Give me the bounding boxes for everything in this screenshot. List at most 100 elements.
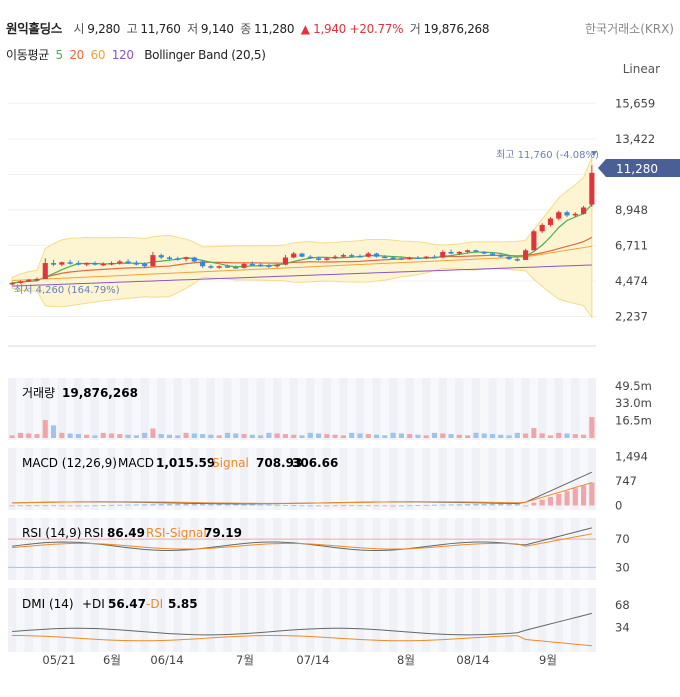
close-value: 11,280 xyxy=(254,22,295,36)
macd-histogram-bar xyxy=(556,493,562,506)
volume-bar xyxy=(473,432,479,438)
x-axis-label: 07/14 xyxy=(296,653,329,667)
panel-stripe xyxy=(90,518,100,580)
volume-bar xyxy=(465,435,471,438)
volume-bar xyxy=(423,435,429,438)
rsi-value: 86.49 xyxy=(107,526,145,540)
panel-stripe xyxy=(422,518,431,580)
volume-bar xyxy=(340,435,346,438)
panel-stripe xyxy=(372,378,381,440)
macd-histogram-bar xyxy=(407,505,413,507)
panel-stripe xyxy=(206,378,216,440)
macd-histogram-bar xyxy=(307,505,313,507)
panel-stripe xyxy=(355,448,365,510)
panel-stripe xyxy=(471,448,481,510)
macd-histogram-bar xyxy=(42,505,48,507)
candle-body xyxy=(440,251,446,258)
ma60-line xyxy=(12,245,592,282)
panel-stripe xyxy=(554,378,563,440)
candle-body xyxy=(465,250,471,252)
macd-histogram-bar xyxy=(315,505,322,507)
ma20-line xyxy=(12,236,593,284)
macd-histogram-bar xyxy=(59,505,65,507)
macd-histogram-bar xyxy=(191,503,197,506)
macd-histogram-bar xyxy=(200,503,206,506)
macd-histogram-bar xyxy=(324,505,330,507)
macd-histogram-bar xyxy=(291,505,297,507)
candle-body xyxy=(398,258,404,260)
macd-label: MACD xyxy=(118,456,154,470)
indicator-legend[interactable]: 이동평균 5 20 60 120 Bollinger Band (20,5) xyxy=(6,46,269,63)
macd-histogram-bar xyxy=(17,505,23,507)
candle-body xyxy=(200,261,206,267)
scale-selector[interactable]: Linear xyxy=(622,62,660,76)
panel-stripe xyxy=(538,518,547,580)
panel-stripe xyxy=(587,378,596,440)
volume-bar xyxy=(108,433,115,438)
pdi-line xyxy=(12,612,592,636)
x-axis-label: 05/21 xyxy=(42,653,75,667)
min-price-label: 최저 4,260 (164.79%) xyxy=(14,284,120,296)
panel-stripe xyxy=(488,448,497,510)
macd-histogram-bar xyxy=(564,491,570,506)
volume-bar xyxy=(100,432,106,438)
panel-stripe xyxy=(355,378,365,440)
candle-body xyxy=(59,262,65,265)
macd-histogram-bar xyxy=(125,504,131,506)
volume-bar xyxy=(17,432,23,438)
volume-bar xyxy=(183,432,189,438)
panel-stripe xyxy=(322,448,331,510)
dmi-title: DMI (14) xyxy=(22,597,74,611)
panel-stripe xyxy=(455,518,464,580)
candle-body xyxy=(84,263,90,265)
panel-stripe xyxy=(190,378,199,440)
panel-stripe xyxy=(587,588,596,652)
candle-body xyxy=(224,266,231,268)
price-tick-label: 6,711 xyxy=(615,238,648,252)
volume-bar xyxy=(506,435,512,438)
max-price-label: 최고 11,760 (-4.08%) xyxy=(496,149,599,161)
ma120-label[interactable]: 120 xyxy=(111,48,134,62)
ma5-label[interactable]: 5 xyxy=(55,48,63,62)
panel-stripe xyxy=(422,378,431,440)
volume-bar xyxy=(572,434,578,438)
bollinger-label[interactable]: Bollinger Band (20,5) xyxy=(144,48,266,62)
macd-histogram-bar xyxy=(92,505,98,507)
panel-stripe xyxy=(422,448,431,510)
candle-body xyxy=(92,263,98,265)
candle-body xyxy=(125,261,131,264)
macd-histogram-bar xyxy=(473,503,479,506)
macd-histogram-bar xyxy=(357,505,363,507)
candle-body xyxy=(456,251,462,254)
ma20-label[interactable]: 20 xyxy=(69,48,85,62)
candle-body xyxy=(373,253,380,257)
ma60-label[interactable]: 60 xyxy=(90,48,106,62)
panel-stripe xyxy=(173,588,182,652)
candle-body xyxy=(34,278,40,281)
panel-stripe xyxy=(256,518,265,580)
panel-stripe xyxy=(538,588,547,652)
candle-body xyxy=(431,256,438,259)
panel-stripe xyxy=(223,378,232,440)
panel-stripe xyxy=(538,378,547,440)
x-axis-label: 08/14 xyxy=(456,653,489,667)
panel-stripe xyxy=(538,448,547,510)
candle-body xyxy=(208,266,214,268)
candle-body xyxy=(50,263,57,265)
macd-histogram-bar xyxy=(456,504,462,506)
macd-tick-label: 1,494 xyxy=(615,450,648,464)
candle-body xyxy=(241,263,247,268)
candle-body xyxy=(142,263,148,267)
macd-title: MACD (12,26,9) xyxy=(22,456,117,470)
panel-stripe xyxy=(438,378,447,440)
ma5-line xyxy=(12,203,593,284)
panel-stripe xyxy=(173,448,182,510)
panel-stripe xyxy=(289,518,298,580)
volume-bar xyxy=(26,433,32,438)
volume-value: 19,876,268 xyxy=(423,22,490,36)
rsi-signal-value: 79.19 xyxy=(204,526,242,540)
max-marker-icon xyxy=(591,151,597,156)
panel-stripe xyxy=(90,448,100,510)
panel-stripe xyxy=(405,448,414,510)
